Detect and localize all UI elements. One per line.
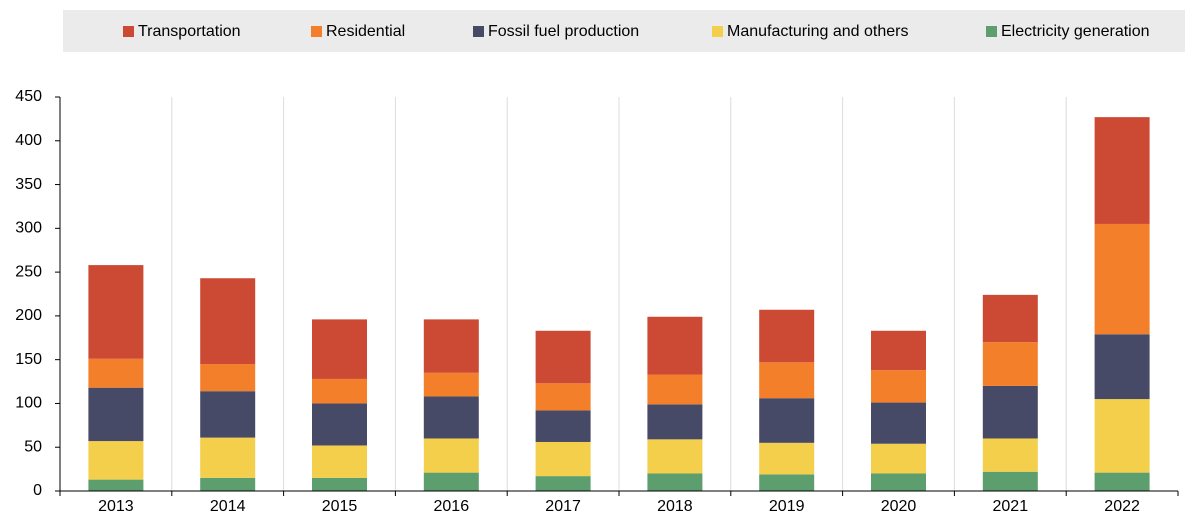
y-tick-label: 150 bbox=[15, 351, 42, 368]
bar-segment bbox=[647, 316, 703, 375]
bar-segment bbox=[200, 364, 256, 392]
y-tick-label: 0 bbox=[33, 482, 42, 499]
bar-segment bbox=[759, 309, 815, 363]
bar-segment bbox=[1094, 399, 1150, 473]
bar-segment bbox=[423, 472, 479, 491]
x-tick-label: 2019 bbox=[769, 498, 805, 515]
bar-segment bbox=[200, 477, 256, 491]
bar-segment bbox=[982, 438, 1038, 472]
bar-segment bbox=[982, 385, 1038, 439]
y-tick-label: 400 bbox=[15, 132, 42, 149]
bar-segment bbox=[871, 330, 926, 371]
bar-segment bbox=[200, 391, 256, 438]
x-tick-label: 2013 bbox=[98, 498, 134, 515]
y-tick-label: 200 bbox=[15, 307, 42, 324]
x-tick-label: 2022 bbox=[1104, 498, 1140, 515]
bar-segment bbox=[535, 441, 591, 477]
x-tick-label: 2020 bbox=[881, 498, 917, 515]
bar-segment bbox=[88, 358, 144, 388]
bar-segment bbox=[759, 362, 815, 399]
x-tick-label: 2016 bbox=[434, 498, 470, 515]
bar-segment bbox=[871, 402, 926, 444]
bar-segment bbox=[200, 278, 256, 365]
bar-segment bbox=[982, 471, 1038, 491]
bar-segment bbox=[982, 342, 1038, 386]
bar-segment bbox=[871, 473, 926, 491]
legend-swatch bbox=[473, 26, 484, 37]
bar-segment bbox=[312, 319, 367, 379]
bar-segment bbox=[647, 404, 703, 440]
x-tick-label: 2021 bbox=[993, 498, 1029, 515]
bar-segment bbox=[423, 319, 479, 373]
bar-segment bbox=[312, 403, 367, 446]
legend-label: Fossil fuel production bbox=[488, 23, 639, 40]
legend-label: Manufacturing and others bbox=[727, 23, 908, 40]
bar-segment bbox=[88, 265, 144, 359]
bar-segment bbox=[1094, 117, 1150, 224]
legend-background bbox=[63, 10, 1185, 52]
bar-segment bbox=[535, 410, 591, 442]
bar-segment bbox=[312, 477, 367, 491]
bar-segment bbox=[535, 330, 591, 384]
bar-segment bbox=[88, 441, 144, 480]
bar-segment bbox=[535, 383, 591, 411]
bar-segment bbox=[647, 439, 703, 474]
bar-segment bbox=[423, 372, 479, 397]
bar-segment bbox=[759, 398, 815, 443]
bar-segment bbox=[759, 474, 815, 491]
bar-segment bbox=[871, 443, 926, 474]
x-tick-label: 2015 bbox=[322, 498, 358, 515]
bar-segment bbox=[1094, 334, 1150, 400]
bar-segment bbox=[312, 445, 367, 478]
bar-segment bbox=[759, 442, 815, 475]
bar-segment bbox=[647, 473, 703, 491]
legend-swatch bbox=[311, 26, 322, 37]
bar-segment bbox=[423, 396, 479, 439]
legend-label: Transportation bbox=[138, 23, 241, 40]
y-tick-label: 450 bbox=[15, 88, 42, 105]
y-tick-label: 100 bbox=[15, 395, 42, 412]
bar-segment bbox=[982, 294, 1038, 343]
y-tick-label: 350 bbox=[15, 176, 42, 193]
bar-segment bbox=[535, 476, 591, 491]
x-tick-label: 2018 bbox=[657, 498, 693, 515]
legend-swatch bbox=[986, 26, 997, 37]
bar-segment bbox=[312, 378, 367, 404]
bar-segment bbox=[1094, 223, 1150, 335]
legend-swatch bbox=[712, 26, 723, 37]
legend-label: Residential bbox=[326, 23, 405, 40]
y-tick-label: 250 bbox=[15, 263, 42, 280]
x-tick-label: 2017 bbox=[545, 498, 581, 515]
bar-segment bbox=[871, 370, 926, 403]
bar-segment bbox=[88, 387, 144, 442]
bar-segment bbox=[200, 437, 256, 478]
y-tick-label: 300 bbox=[15, 220, 42, 237]
bar-segment bbox=[423, 438, 479, 473]
legend-swatch bbox=[123, 26, 134, 37]
bar-segment bbox=[1094, 472, 1150, 491]
bar-segment bbox=[647, 374, 703, 405]
legend-label: Electricity generation bbox=[1001, 23, 1150, 40]
bar-segment bbox=[88, 479, 144, 491]
x-tick-label: 2014 bbox=[210, 498, 246, 515]
y-tick-label: 50 bbox=[24, 438, 42, 455]
